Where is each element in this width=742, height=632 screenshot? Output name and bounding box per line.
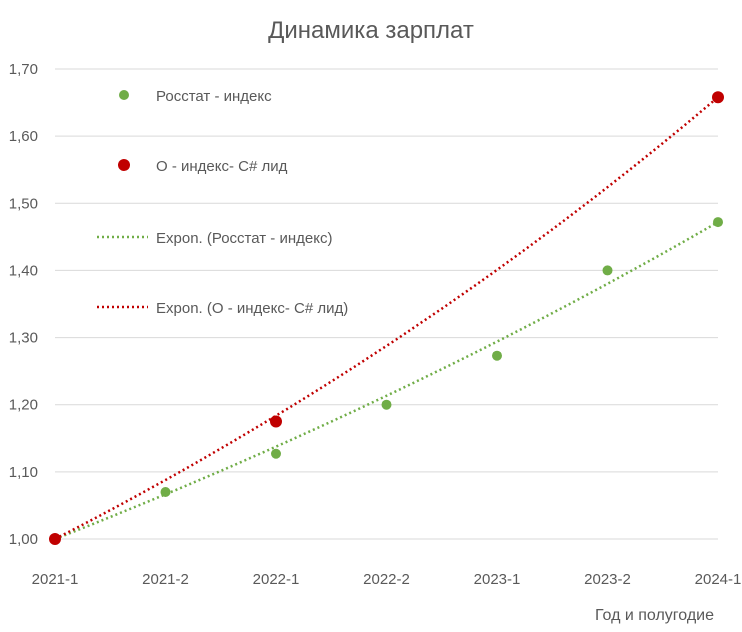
trendline-expon-rosstat bbox=[54, 221, 719, 541]
x-tick-label: 2022-2 bbox=[363, 571, 410, 588]
legend-marker-o-index bbox=[118, 159, 130, 171]
legend: Росстат - индекс О - индекс- C# лид Expo… bbox=[97, 88, 348, 317]
x-tick-label: 2021-2 bbox=[142, 571, 189, 588]
data-point-rosstat bbox=[602, 265, 613, 276]
trendlines bbox=[54, 96, 719, 541]
legend-label-expon-o-index: Expon. (О - индекс- C# лид) bbox=[156, 300, 348, 317]
y-axis-tick-labels: 1,00 1,10 1,20 1,30 1,40 1,50 1,60 1,70 bbox=[9, 61, 38, 548]
y-tick-label: 1,60 bbox=[9, 128, 38, 145]
x-tick-label: 2023-2 bbox=[584, 571, 631, 588]
x-axis-title: Год и полугодие bbox=[595, 607, 714, 624]
data-point-rosstat bbox=[713, 217, 723, 228]
x-tick-label: 2022-1 bbox=[253, 571, 300, 588]
y-tick-label: 1,20 bbox=[9, 397, 38, 414]
x-axis-tick-labels: 2021-1 2021-2 2022-1 2022-2 2023-1 2023-2 2024… bbox=[32, 571, 742, 588]
gridlines bbox=[55, 68, 718, 540]
trendline-expon-o-index bbox=[54, 96, 719, 541]
data-points bbox=[49, 91, 724, 545]
data-point-rosstat bbox=[271, 448, 281, 459]
legend-marker-rosstat bbox=[119, 90, 129, 100]
data-point-o-index bbox=[49, 533, 61, 545]
data-point-rosstat bbox=[381, 399, 392, 410]
data-point-rosstat bbox=[492, 350, 502, 361]
legend-label-o-index: О - индекс- C# лид bbox=[156, 158, 288, 175]
y-tick-label: 1,70 bbox=[9, 61, 38, 78]
y-tick-label: 1,50 bbox=[9, 195, 38, 212]
data-point-o-index bbox=[712, 91, 724, 104]
legend-label-expon-rosstat: Expon. (Росстат - индекс) bbox=[156, 230, 332, 247]
x-tick-label: 2023-1 bbox=[474, 571, 521, 588]
x-tick-label: 2024-1 bbox=[695, 571, 742, 588]
data-point-o-index bbox=[270, 415, 282, 428]
chart-title: Динамика зарплат bbox=[268, 17, 474, 44]
y-tick-label: 1,00 bbox=[9, 531, 38, 548]
y-tick-label: 1,10 bbox=[9, 464, 38, 481]
data-point-rosstat bbox=[160, 487, 171, 497]
y-tick-label: 1,40 bbox=[9, 262, 38, 279]
x-tick-label: 2021-1 bbox=[32, 571, 79, 588]
y-tick-label: 1,30 bbox=[9, 330, 38, 347]
legend-label-rosstat: Росстат - индекс bbox=[156, 88, 272, 105]
